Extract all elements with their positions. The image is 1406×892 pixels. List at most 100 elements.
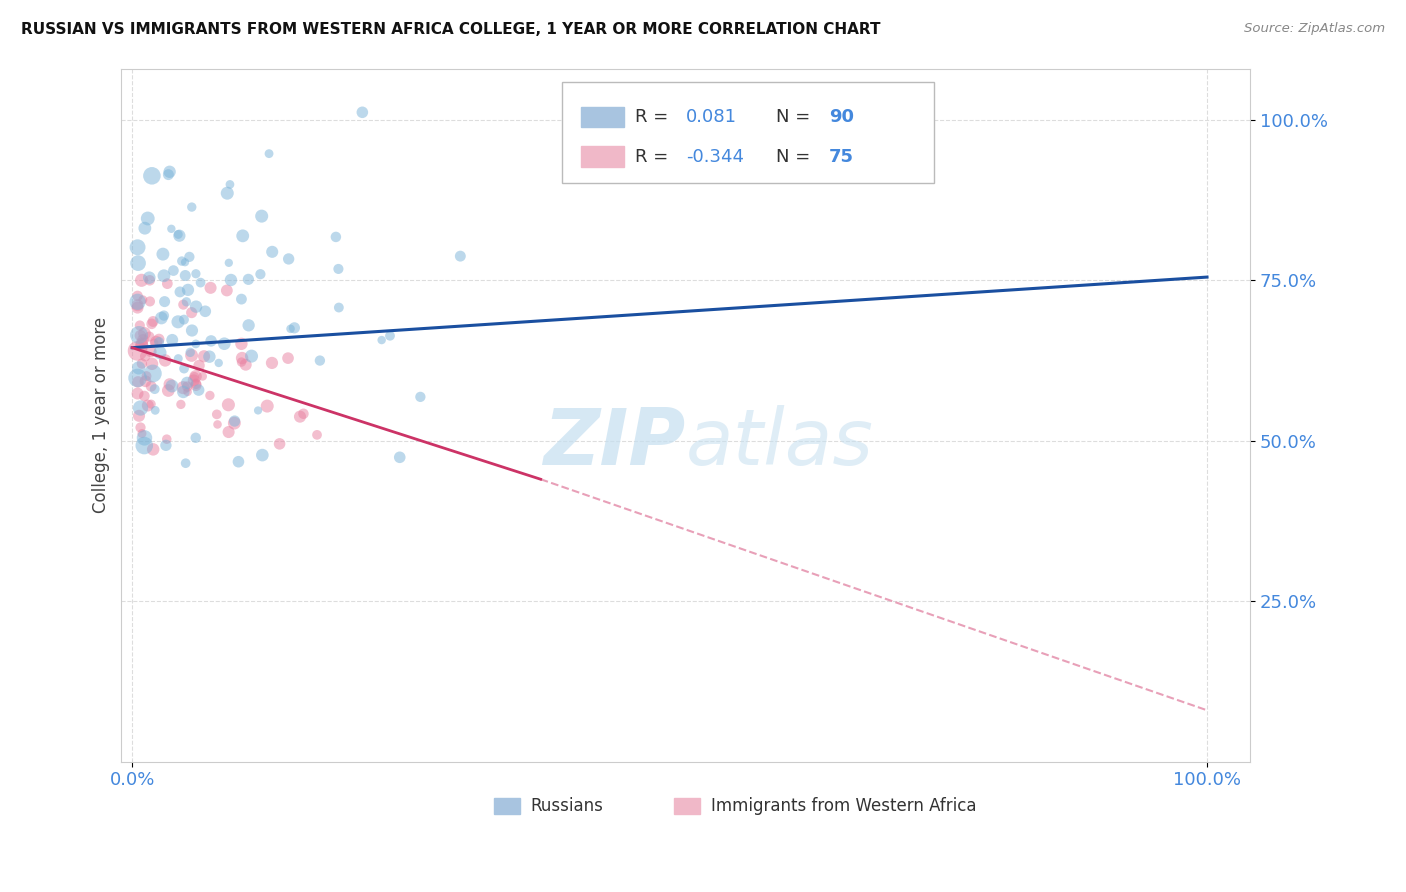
Point xyxy=(184,378,207,392)
Point xyxy=(183,369,205,384)
Text: 0.081: 0.081 xyxy=(686,108,737,126)
Text: Russians: Russians xyxy=(530,797,603,815)
Point xyxy=(131,338,153,352)
Point xyxy=(132,293,155,307)
Point xyxy=(277,351,299,365)
Point xyxy=(378,328,401,343)
Point xyxy=(292,407,315,421)
Point xyxy=(138,270,160,285)
Point xyxy=(174,456,197,470)
Point xyxy=(127,386,149,401)
Point xyxy=(250,209,273,223)
Point xyxy=(184,376,207,391)
Point xyxy=(218,256,240,270)
Point xyxy=(127,301,149,315)
Point xyxy=(127,371,149,385)
Point xyxy=(135,369,157,384)
Point xyxy=(252,448,274,462)
Point xyxy=(179,345,201,359)
Point xyxy=(288,409,311,424)
Point xyxy=(283,321,305,335)
Point xyxy=(131,336,153,351)
Point xyxy=(388,450,411,465)
Point xyxy=(128,360,150,375)
Text: ZIP: ZIP xyxy=(544,405,686,481)
Point xyxy=(141,169,163,183)
Point xyxy=(172,297,194,311)
Point xyxy=(232,228,254,243)
Bar xyxy=(581,107,624,128)
Point xyxy=(262,244,284,259)
Point xyxy=(224,416,246,430)
Point xyxy=(170,254,193,268)
Point xyxy=(328,301,350,315)
Point xyxy=(176,384,198,399)
Point xyxy=(128,409,150,423)
Point xyxy=(180,305,202,319)
Point xyxy=(159,377,181,392)
Point xyxy=(180,200,202,214)
Point xyxy=(184,369,207,384)
Point xyxy=(134,349,156,363)
Point xyxy=(167,351,190,366)
Point xyxy=(231,336,253,351)
Point xyxy=(269,437,291,451)
Point xyxy=(172,384,194,399)
Point xyxy=(143,382,166,396)
Point xyxy=(156,432,179,446)
FancyBboxPatch shape xyxy=(561,82,934,183)
Point xyxy=(277,252,299,266)
Point xyxy=(170,397,193,411)
Point xyxy=(129,401,152,415)
Point xyxy=(198,350,221,364)
Point xyxy=(134,431,156,445)
Point xyxy=(159,165,181,179)
Point xyxy=(162,333,184,347)
Point xyxy=(238,272,260,286)
Point xyxy=(160,379,183,393)
Point xyxy=(200,334,222,348)
Point xyxy=(127,343,149,358)
Point xyxy=(352,105,374,120)
Text: 90: 90 xyxy=(830,108,853,126)
Point xyxy=(207,417,229,432)
Bar xyxy=(494,798,520,814)
Point xyxy=(215,284,238,298)
Point xyxy=(219,178,242,192)
Point xyxy=(134,439,156,453)
Point xyxy=(142,442,165,457)
Point xyxy=(217,186,239,201)
Point xyxy=(141,317,163,331)
Point xyxy=(156,277,179,291)
Point xyxy=(174,255,197,269)
Text: -0.344: -0.344 xyxy=(686,147,744,166)
Point xyxy=(134,221,156,235)
Point xyxy=(224,414,246,428)
Point xyxy=(127,294,149,309)
Point xyxy=(141,357,163,371)
Point xyxy=(183,373,205,387)
Point xyxy=(128,318,150,333)
Point xyxy=(172,381,194,395)
Text: N =: N = xyxy=(776,108,810,126)
Point xyxy=(129,420,152,434)
Point xyxy=(179,250,201,264)
Bar xyxy=(581,146,624,167)
Point xyxy=(198,388,221,402)
Point xyxy=(256,399,278,413)
Point xyxy=(148,332,170,346)
Point xyxy=(218,425,240,439)
Text: N =: N = xyxy=(776,147,810,166)
Point xyxy=(134,374,156,388)
Point xyxy=(249,267,271,281)
Point xyxy=(184,431,207,445)
Point xyxy=(127,375,149,389)
Text: 75: 75 xyxy=(830,147,853,166)
Text: R =: R = xyxy=(636,147,673,166)
Point xyxy=(200,281,222,295)
Text: Immigrants from Western Africa: Immigrants from Western Africa xyxy=(710,797,976,815)
Point xyxy=(231,351,253,365)
Point xyxy=(153,309,176,323)
Point xyxy=(127,240,149,254)
Point xyxy=(214,336,236,351)
